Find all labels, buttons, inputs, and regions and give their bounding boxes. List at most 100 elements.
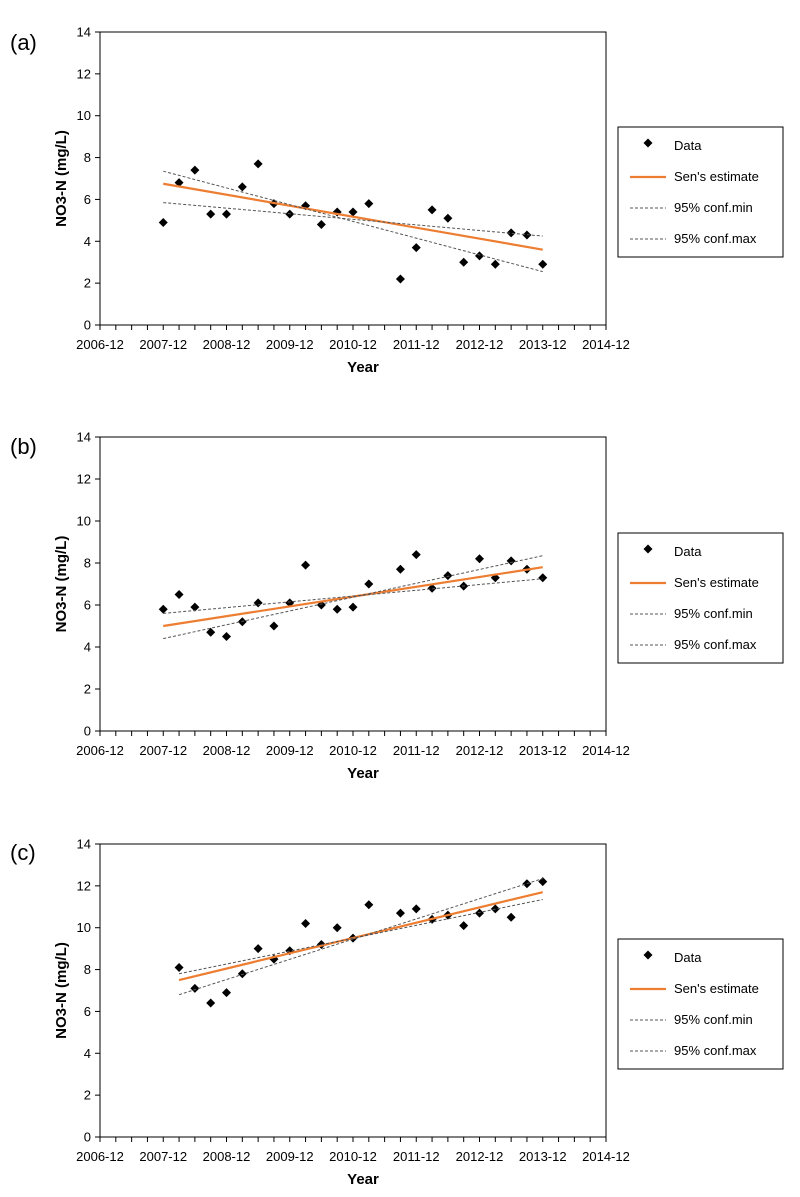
y-tick-label: 12 bbox=[77, 472, 91, 487]
data-point bbox=[459, 257, 469, 267]
data-point bbox=[174, 590, 184, 599]
conf-max-line bbox=[163, 170, 543, 273]
x-tick-label: 2010-12 bbox=[329, 337, 377, 352]
x-tick-label: 2007-12 bbox=[139, 1149, 187, 1164]
legend-label: 95% conf.min bbox=[674, 606, 753, 621]
data-point bbox=[332, 604, 342, 614]
data-point bbox=[237, 969, 247, 979]
data-point bbox=[538, 573, 548, 583]
data-point bbox=[190, 165, 200, 175]
x-tick-label: 2010-12 bbox=[329, 743, 377, 758]
y-tick-label: 2 bbox=[84, 682, 91, 697]
y-tick-label: 10 bbox=[77, 514, 91, 529]
x-axis-title: Year bbox=[347, 359, 379, 376]
y-tick-label: 4 bbox=[84, 1046, 91, 1061]
x-tick-label: 2011-12 bbox=[393, 1149, 440, 1164]
data-point bbox=[364, 900, 374, 910]
x-tick-label: 2006-12 bbox=[76, 337, 124, 352]
legend-box bbox=[617, 938, 784, 1070]
data-point bbox=[395, 274, 405, 284]
legend-label: 95% conf.max bbox=[674, 637, 757, 652]
data-point bbox=[475, 554, 484, 564]
data-point bbox=[475, 251, 484, 261]
data-point bbox=[427, 583, 437, 593]
chart-panel-1: (b) 0 2 4 6 8 10 12 14 2006-12 2007-12 2008-12 2009-… bbox=[10, 430, 784, 782]
legend-label: 95% conf.min bbox=[674, 1012, 753, 1027]
y-tick-label: 2 bbox=[84, 276, 91, 291]
data-point bbox=[158, 217, 168, 227]
x-tick-label: 2013-12 bbox=[519, 337, 567, 352]
y-tick-label: 10 bbox=[77, 920, 91, 935]
x-tick-label: 2013-12 bbox=[519, 743, 567, 758]
data-point bbox=[443, 213, 453, 223]
y-tick-label: 12 bbox=[77, 878, 91, 893]
x-tick-label: 2008-12 bbox=[203, 337, 251, 352]
x-tick-label: 2014-12 bbox=[582, 337, 630, 352]
y-tick-label: 6 bbox=[84, 192, 91, 207]
x-tick-label: 2009-12 bbox=[266, 743, 314, 758]
legend-label: Sen's estimate bbox=[674, 981, 759, 996]
data-point bbox=[190, 983, 200, 993]
x-tick-label: 2006-12 bbox=[76, 1149, 124, 1164]
x-axis-title: Year bbox=[347, 765, 379, 782]
y-tick-label: 14 bbox=[77, 25, 91, 40]
legend-marker-data bbox=[643, 950, 653, 960]
legend-marker-data bbox=[643, 544, 653, 554]
sen-estimate-line bbox=[163, 566, 543, 628]
data-point bbox=[395, 908, 405, 918]
x-tick-label: 2008-12 bbox=[203, 743, 251, 758]
data-point bbox=[332, 923, 342, 933]
data-point bbox=[395, 564, 405, 574]
x-tick-label: 2011-12 bbox=[393, 743, 440, 758]
panel-label: (b) bbox=[10, 434, 37, 459]
panel-label: (c) bbox=[10, 840, 36, 865]
y-tick-label: 8 bbox=[84, 962, 91, 977]
x-tick-label: 2009-12 bbox=[266, 1149, 314, 1164]
x-tick-label: 2012-12 bbox=[456, 1149, 504, 1164]
legend: Data Sen's estimate 95% conf.min 95% conf.m… bbox=[617, 126, 784, 258]
y-tick-label: 10 bbox=[77, 108, 91, 123]
data-point bbox=[411, 550, 421, 560]
y-tick-label: 0 bbox=[84, 724, 91, 739]
data-point bbox=[506, 556, 516, 566]
y-tick-label: 4 bbox=[84, 640, 91, 655]
data-point bbox=[490, 259, 500, 269]
legend-label: Data bbox=[674, 544, 702, 559]
data-point bbox=[427, 205, 437, 215]
legend-box bbox=[617, 126, 784, 258]
y-tick-label: 6 bbox=[84, 598, 91, 613]
plot-frame bbox=[99, 436, 607, 732]
x-tick-label: 2012-12 bbox=[456, 337, 504, 352]
y-tick-label: 4 bbox=[84, 234, 91, 249]
data-point bbox=[506, 228, 516, 238]
data-point bbox=[206, 627, 216, 637]
data-point bbox=[443, 571, 453, 581]
x-tick-label: 2014-12 bbox=[582, 743, 630, 758]
plot-frame bbox=[99, 31, 607, 326]
data-point bbox=[269, 621, 279, 631]
data-point bbox=[222, 209, 231, 219]
data-point bbox=[411, 243, 421, 253]
plot-frame bbox=[99, 843, 607, 1138]
data-point bbox=[237, 182, 247, 192]
y-axis-title: NO3-N (mg/L) bbox=[53, 536, 70, 633]
chart-panel-2: (c) 0 2 4 6 8 10 12 14 2006-12 2007-12 2008-12 2009-… bbox=[10, 837, 784, 1188]
x-tick-label: 2011-12 bbox=[393, 337, 440, 352]
legend: Data Sen's estimate 95% conf.min 95% conf.m… bbox=[617, 938, 784, 1070]
y-tick-label: 0 bbox=[84, 1130, 91, 1145]
data-point bbox=[348, 602, 358, 612]
data-point bbox=[158, 604, 168, 614]
legend-label: Data bbox=[674, 950, 702, 965]
y-tick-label: 12 bbox=[77, 66, 91, 81]
legend-label: Sen's estimate bbox=[674, 575, 759, 590]
x-tick-label: 2009-12 bbox=[266, 337, 314, 352]
data-point bbox=[253, 159, 263, 169]
y-tick-label: 6 bbox=[84, 1004, 91, 1019]
x-axis-title: Year bbox=[347, 1171, 379, 1188]
legend-label: 95% conf.min bbox=[674, 200, 753, 215]
x-tick-label: 2007-12 bbox=[139, 743, 187, 758]
data-point bbox=[506, 912, 516, 922]
legend-box bbox=[617, 532, 784, 664]
x-tick-label: 2012-12 bbox=[456, 743, 504, 758]
y-tick-label: 8 bbox=[84, 150, 91, 165]
